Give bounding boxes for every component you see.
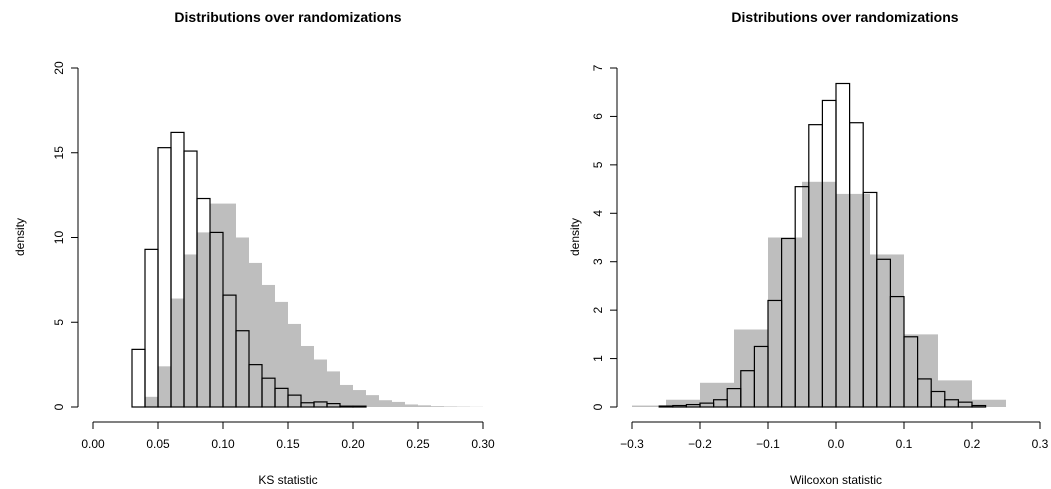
ks-gray-bar-14 bbox=[327, 371, 340, 407]
ks-gray-bar-1 bbox=[158, 366, 171, 407]
wilcoxon-gray-bar-7 bbox=[870, 254, 904, 407]
ks-y-axis-label: density bbox=[13, 218, 27, 256]
ks-x-tick-label-5: 0.25 bbox=[406, 437, 430, 451]
ks-outline-bar-12 bbox=[287, 394, 302, 408]
ks-outline-bar-0 bbox=[131, 348, 146, 408]
wilcoxon-gray-bars bbox=[632, 181, 1006, 407]
ks-gray-bar-5 bbox=[210, 203, 223, 407]
ks-outline-bars bbox=[131, 131, 367, 408]
wilcoxon-y-tick-label-0: 0 bbox=[591, 403, 605, 410]
wilcoxon-gray-bar-5 bbox=[802, 181, 836, 407]
ks-gray-bar-15 bbox=[340, 384, 353, 407]
wilcoxon-gray-bar-0 bbox=[632, 405, 666, 407]
ks-x-tick-label-1: 0.05 bbox=[146, 437, 170, 451]
ks-gray-bar-13 bbox=[314, 359, 327, 407]
wilcoxon-y-tick-label-5: 5 bbox=[591, 161, 605, 168]
ks-x-tick-label-0: 0.00 bbox=[81, 437, 105, 451]
ks-gray-bar-12 bbox=[301, 345, 314, 407]
wilcoxon-x-tick-label-4: 0.1 bbox=[896, 437, 913, 451]
wilcoxon-y-axis: 0 1 2 3 4 5 6 7 bbox=[591, 64, 618, 410]
wilcoxon-outline-bar-0 bbox=[658, 405, 674, 408]
ks-gray-bar-9 bbox=[262, 284, 275, 407]
wilcoxon-y-tick-label-1: 1 bbox=[591, 355, 605, 362]
wilcoxon-outline-bars bbox=[658, 82, 987, 408]
ks-gray-bar-19 bbox=[392, 401, 405, 407]
ks-y-axis: 0 5 10 15 20 bbox=[52, 61, 79, 410]
ks-x-axis-label: KS statistic bbox=[258, 473, 317, 487]
ks-outline-bar-16 bbox=[339, 405, 354, 408]
wilcoxon-x-tick-label-1: −0.2 bbox=[688, 437, 712, 451]
ks-x-tick-label-3: 0.15 bbox=[276, 437, 300, 451]
wilcoxon-y-tick-label-7: 7 bbox=[591, 64, 605, 71]
ks-x-tick-label-6: 0.30 bbox=[471, 437, 495, 451]
ks-gray-bar-8 bbox=[249, 262, 262, 407]
wilcoxon-gray-bar-10 bbox=[972, 399, 1006, 407]
ks-gray-bar-23 bbox=[444, 406, 457, 407]
ks-gray-bar-21 bbox=[418, 405, 431, 407]
ks-gray-bar-3 bbox=[184, 254, 197, 407]
wilcoxon-x-tick-label-0: −0.3 bbox=[620, 437, 644, 451]
ks-gray-bar-10 bbox=[275, 301, 288, 407]
ks-gray-bar-11 bbox=[288, 323, 301, 407]
wilcoxon-gray-bar-4 bbox=[768, 237, 802, 407]
wilcoxon-x-axis: −0.3 −0.2 −0.1 0.0 0.1 0.2 0.3 bbox=[620, 421, 1049, 451]
wilcoxon-x-axis-label: Wilcoxon statistic bbox=[790, 473, 882, 487]
ks-y-tick-label-4: 20 bbox=[52, 61, 66, 75]
wilcoxon-gray-bar-1 bbox=[666, 399, 700, 407]
ks-gray-bar-7 bbox=[236, 237, 249, 407]
wilcoxon-gray-bar-3 bbox=[734, 329, 768, 407]
ks-x-tick-label-2: 0.10 bbox=[211, 437, 235, 451]
wilcoxon-y-tick-label-6: 6 bbox=[591, 113, 605, 120]
wilcoxon-x-tick-label-6: 0.3 bbox=[1032, 437, 1049, 451]
wilcoxon-outline-bar-23 bbox=[971, 404, 987, 408]
wilcoxon-x-tick-label-5: 0.2 bbox=[964, 437, 981, 451]
wilcoxon-y-tick-label-3: 3 bbox=[591, 258, 605, 265]
wilcoxon-x-tick-label-3: 0.0 bbox=[828, 437, 845, 451]
ks-gray-bar-2 bbox=[171, 298, 184, 407]
ks-y-tick-label-0: 0 bbox=[52, 403, 66, 410]
wilcoxon-y-tick-label-4: 4 bbox=[591, 210, 605, 217]
wilcoxon-histogram-panel: Distributions over randomizations Wilcox… bbox=[568, 9, 1049, 487]
ks-gray-bars bbox=[145, 203, 483, 407]
ks-x-tick-label-4: 0.20 bbox=[341, 437, 365, 451]
ks-outline-bar-1 bbox=[144, 248, 159, 408]
wilcoxon-gray-bar-9 bbox=[938, 380, 972, 407]
ks-gray-bar-20 bbox=[405, 404, 418, 407]
wilcoxon-x-tick-label-2: −0.1 bbox=[756, 437, 780, 451]
ks-gray-bar-18 bbox=[379, 400, 392, 407]
ks-gray-bar-16 bbox=[353, 390, 366, 407]
wilcoxon-chart-title: Distributions over randomizations bbox=[731, 9, 958, 25]
ks-x-axis: 0.00 0.05 0.10 0.15 0.20 0.25 0.30 bbox=[81, 421, 495, 451]
ks-gray-bar-4 bbox=[197, 232, 210, 407]
ks-y-tick-label-2: 10 bbox=[52, 231, 66, 245]
ks-gray-bar-17 bbox=[366, 395, 379, 407]
wilcoxon-gray-bar-8 bbox=[904, 334, 938, 407]
ks-outline-bar-15 bbox=[326, 403, 341, 408]
ks-histogram-panel: Distributions over randomizations KS sta… bbox=[13, 9, 495, 487]
ks-y-tick-label-1: 5 bbox=[52, 319, 66, 326]
ks-chart-title: Distributions over randomizations bbox=[174, 9, 401, 25]
ks-gray-bar-6 bbox=[223, 203, 236, 407]
ks-gray-bar-22 bbox=[431, 406, 444, 407]
ks-y-tick-label-3: 15 bbox=[52, 146, 66, 160]
wilcoxon-gray-bar-6 bbox=[836, 193, 870, 407]
ks-gray-bar-0 bbox=[145, 396, 158, 407]
wilcoxon-outline-bar-22 bbox=[957, 401, 973, 408]
wilcoxon-y-tick-label-2: 2 bbox=[591, 306, 605, 313]
wilcoxon-y-axis-label: density bbox=[568, 218, 582, 256]
wilcoxon-outline-bar-18 bbox=[903, 336, 919, 408]
ks-outline-bar-17 bbox=[352, 405, 367, 408]
